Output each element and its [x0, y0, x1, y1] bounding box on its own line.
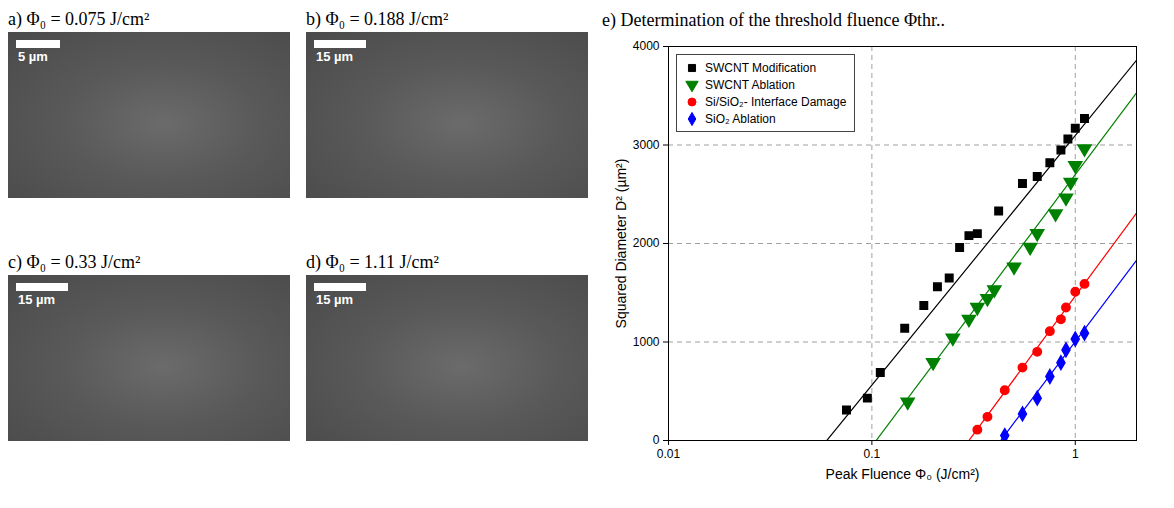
- html-text:15 µm: 15 µm: [18, 292, 56, 307]
- html-text:5 µm: 5 µm: [18, 49, 48, 64]
- svg-text:1000: 1000: [633, 335, 660, 349]
- html-text:a) Φ₀ = 0.075 J/cm²: a) Φ₀ = 0.075 J/cm²: [8, 9, 150, 29]
- svg-text:0.01: 0.01: [657, 447, 681, 461]
- svg-text:Peak Fluence Φ₀ (J/cm²): Peak Fluence Φ₀ (J/cm²): [826, 466, 980, 482]
- html-text:SiO₂ Ablation: SiO₂ Ablation: [705, 111, 776, 126]
- html-text:15 µm: 15 µm: [316, 292, 354, 307]
- html-text:15 µm: 15 µm: [316, 49, 354, 64]
- html-text:SWCNT Ablation: SWCNT Ablation: [705, 77, 795, 92]
- html-text:c) Φ₀ = 0.33 J/cm²: c) Φ₀ = 0.33 J/cm²: [8, 252, 141, 272]
- html-text:Si/SiO₂- Interface Damage: Si/SiO₂- Interface Damage: [705, 94, 847, 109]
- html-text:b) Φ₀ = 0.188 J/cm²: b) Φ₀ = 0.188 J/cm²: [306, 9, 449, 29]
- html-text:SWCNT Modification: SWCNT Modification: [705, 60, 817, 75]
- svg-text:3000: 3000: [633, 138, 660, 152]
- svg-text:1: 1: [1072, 447, 1079, 461]
- svg-text:0.1: 0.1: [864, 447, 881, 461]
- svg-text:2000: 2000: [633, 236, 660, 250]
- svg-text:4000: 4000: [633, 39, 660, 53]
- html-text:d) Φ₀ = 1.11 J/cm²: d) Φ₀ = 1.11 J/cm²: [306, 252, 439, 272]
- html-text:e) Determination of the thresh: e) Determination of the threshold fluenc…: [602, 10, 945, 30]
- svg-text:Squared Diameter D² (µm²): Squared Diameter D² (µm²): [613, 159, 629, 329]
- svg-text:0: 0: [653, 433, 660, 447]
